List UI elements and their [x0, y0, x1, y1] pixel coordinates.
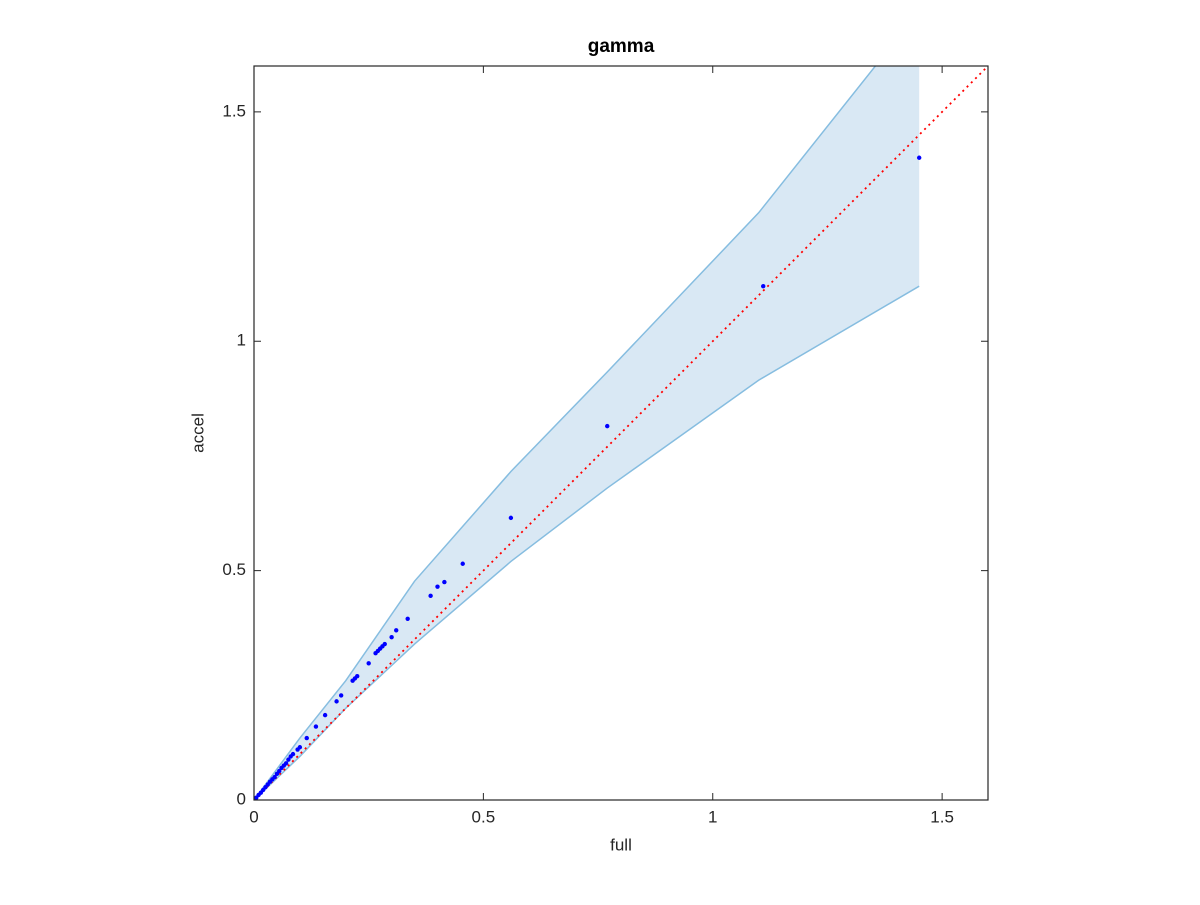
data-point [373, 651, 378, 656]
band-lower-edge [254, 285, 920, 800]
y-tick-label: 0.5 [222, 560, 246, 579]
y-tick-label: 1 [237, 331, 246, 350]
data-point [279, 765, 284, 771]
data-point [304, 735, 309, 741]
reference-line [254, 66, 988, 800]
data-point [288, 754, 293, 759]
data-point [322, 712, 328, 718]
data-point [350, 678, 355, 683]
data-point [334, 699, 339, 704]
band-upper-edge [254, 66, 877, 800]
data-point [460, 561, 465, 566]
x-tick-label: 0.5 [472, 807, 496, 826]
data-point [761, 284, 766, 289]
axes-box [253, 65, 989, 801]
x-axis-label: full [610, 835, 632, 854]
data-point [389, 634, 394, 640]
data-point [394, 628, 399, 633]
data-point [916, 155, 922, 160]
data-point [274, 771, 280, 777]
chart-title: gamma [588, 36, 655, 57]
data-point [605, 423, 610, 429]
data-point [313, 724, 319, 729]
data-point [405, 616, 410, 621]
data-point [442, 579, 447, 585]
data-point [338, 693, 344, 698]
plot-area [254, 66, 988, 800]
data-point [295, 747, 300, 752]
data-point [435, 584, 440, 589]
data-point [254, 796, 258, 800]
data-point [286, 757, 291, 762]
y-tick-label: 0 [237, 789, 246, 808]
data-point [366, 661, 371, 666]
data-point [508, 515, 514, 521]
y-tick-label: 1.5 [222, 101, 246, 120]
y-axis-label: accel [188, 413, 207, 453]
data-point [428, 593, 433, 599]
x-tick-label: 0 [249, 807, 258, 826]
x-tick-label: 1 [708, 807, 717, 826]
x-tick-label: 1.5 [930, 807, 954, 826]
confidence-band [254, 66, 920, 800]
